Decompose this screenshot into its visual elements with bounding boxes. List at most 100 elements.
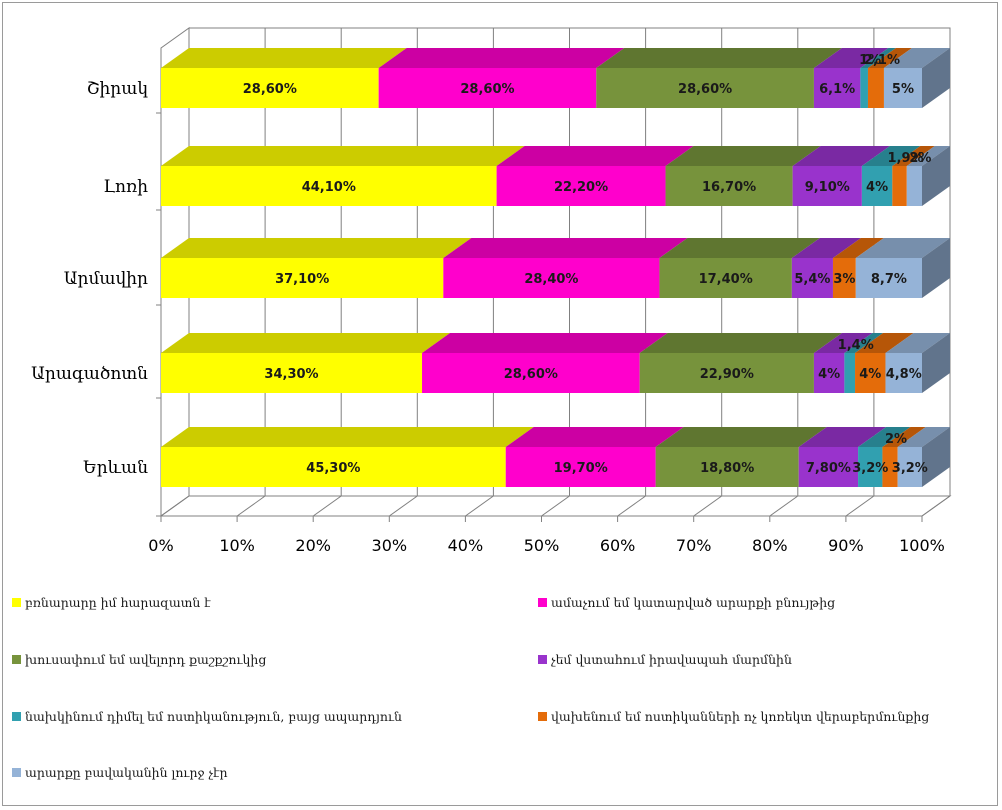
x-tick-label: 70% [676,536,712,555]
bar-front-face [855,353,886,393]
bar-top-face [858,427,911,447]
bar-front-face [858,447,883,487]
x-tick-label: 10% [219,536,255,555]
x-tick-label: 60% [600,536,636,555]
bar-front-face [161,353,423,393]
bar-segment [855,333,914,393]
legend-item: արարքը բավականին լուրջ չէր [12,765,228,780]
bar-top-face [813,333,873,353]
bar-front-face [855,258,922,298]
data-label: 5% [892,82,914,97]
legend-item: խուսափում եմ ավելորդ քաշքշուկից [12,652,266,667]
bar-segment [832,238,884,298]
x-tick-label: 80% [752,536,788,555]
bar-front-face [792,166,862,206]
data-label: 3,2% [852,461,888,476]
bar-segment [892,146,935,206]
legend-label: ամաչում եմ կատարված արարքի բնույթից [551,595,835,610]
bar-top-face [861,146,921,166]
bar-front-face [860,68,868,108]
bar-segment [655,427,827,487]
x-tick-label: 30% [372,536,408,555]
bar-top-face [813,48,889,68]
x-tick-label: 20% [295,536,331,555]
bar-segment [798,427,887,487]
bar-segment [883,48,950,108]
legend-item: ամաչում եմ կատարված արարքի բնույթից [538,595,835,610]
bar-top-face [791,238,861,258]
bar-top-face [505,427,684,447]
data-label: 45,30% [306,461,360,476]
bar-segment [161,427,534,487]
bar-front-face [596,68,814,108]
bar-front-face [378,68,597,108]
bar-front-face [844,353,856,393]
legend-label: խուսափում եմ ավելորդ քաշքշուկից [25,652,266,667]
bar-front-face [892,166,907,206]
x-tick-label: 40% [448,536,484,555]
bar-segment [792,146,890,206]
bar-segment [844,333,884,393]
bar-top-face [832,238,884,258]
data-label: 1% [859,53,881,68]
bar-top-face [892,146,935,166]
bar-front-face [659,258,792,298]
bar-segment [860,48,896,108]
floor-gridline [236,495,266,517]
data-label: 3% [833,272,855,287]
bar-top-face [844,333,884,353]
bar-front-face [161,166,497,206]
legend-swatch [12,598,21,607]
legend-label: նախկինում դիմել եմ ոստիկանություն, բայց … [25,709,402,724]
category-label: Արագածոտն [31,364,148,384]
data-label: 4,8% [886,367,922,382]
bar-segment [161,333,451,393]
floor-gridline [465,495,494,517]
data-label: 4% [859,367,881,382]
bar-top-face [882,427,926,447]
legend-item: բռնարարը իմ հարազատն է [12,595,211,610]
bar-end-face [922,427,950,487]
bar-top-face [855,333,914,353]
bar-segment [161,48,407,108]
bar-top-face [792,146,890,166]
bar-top-face [596,48,842,68]
bar-front-face [861,166,893,206]
x-tick-label: 0% [148,536,173,555]
data-label: 34,30% [264,367,318,382]
data-label: 2% [909,151,931,166]
legend-item: նախկինում դիմել եմ ոստիկանություն, բայց … [12,709,402,724]
bar-front-face [655,447,799,487]
bar-segment [505,427,684,487]
bar-front-face [161,258,444,298]
bar-top-face [443,238,688,258]
bar-front-face [791,258,833,298]
legend-label: վախենում եմ ոստիկանների ոչ կոռեկտ վերաբե… [551,709,929,724]
bar-front-face [422,353,640,393]
x-tick-label: 100% [899,536,945,555]
category-label: Շիրակ [87,79,149,99]
category-label: Երևան [83,458,148,478]
bar-segment [665,146,821,206]
bar-front-face [906,166,922,206]
bar-segment [882,427,926,487]
data-label: 18,80% [700,461,754,476]
legend-swatch [12,768,21,777]
data-label: 28,60% [504,367,558,382]
data-label: 1,9% [888,151,924,166]
bar-top-face [883,48,950,68]
bar-front-face [813,68,861,108]
bar-segment [813,48,889,108]
legend-swatch [538,598,547,607]
legend-item: վախենում եմ ոստիկանների ոչ կոռեկտ վերաբե… [538,709,929,724]
data-label: 2,1% [864,53,900,68]
bar-top-face [422,333,668,353]
bar-end-face [922,333,950,393]
floor-gridline [921,495,951,517]
legend-item: չեմ վստահում իրավապահ մարմնին [538,652,792,667]
bar-top-face [659,238,820,258]
bar-front-face [161,68,379,108]
data-label: 5,4% [794,272,830,287]
bar-top-face [906,146,950,166]
